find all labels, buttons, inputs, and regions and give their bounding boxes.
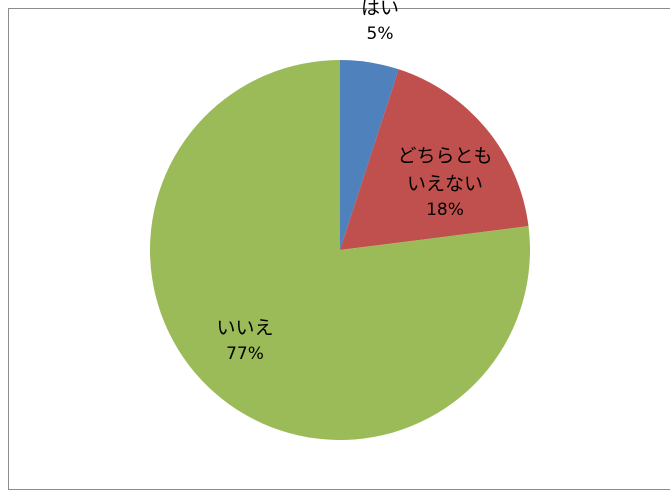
- chart-frame: [8, 8, 670, 490]
- pie-slice: [340, 60, 399, 250]
- slice-label: はい 5%: [350, 0, 410, 46]
- value-label: 18%: [426, 200, 464, 220]
- slice-label: どちらともいえない 18%: [397, 142, 493, 222]
- category-label: はい: [360, 0, 399, 19]
- pie-slice: [149, 60, 530, 440]
- category-label: どちらともいえない: [397, 145, 493, 195]
- value-label: 77%: [226, 344, 264, 364]
- pie-slice: [340, 69, 529, 251]
- slice-label: いいえ 77%: [197, 314, 293, 366]
- value-label: 5%: [366, 24, 394, 44]
- category-label: いいえ: [216, 317, 274, 339]
